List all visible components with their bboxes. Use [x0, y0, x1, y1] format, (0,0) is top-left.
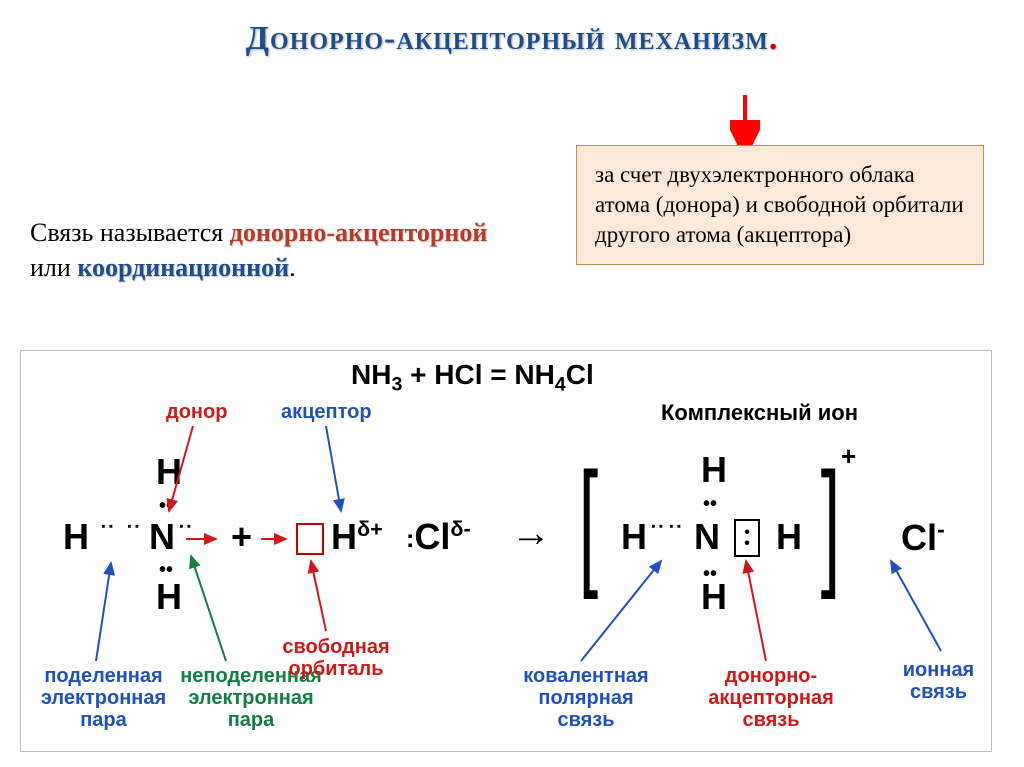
info-box: за счет двухэлектронного облака атома (д…: [576, 145, 984, 265]
label-ionic-bond: ионная связь: [891, 659, 986, 703]
title-text: Донорно-акцепторный механизм: [246, 20, 769, 57]
definition-text: Связь называется донорно-акцепторной или…: [30, 215, 530, 285]
def-prefix: Связь называется: [30, 218, 230, 247]
label-da-bond: донорно-акцепторная связь: [691, 665, 851, 731]
arrow-down-icon: [730, 95, 760, 150]
def-coord-term: координационной: [77, 253, 289, 282]
label-free-orbital: свободная орбиталь: [276, 636, 396, 680]
title-dot: .: [769, 20, 779, 57]
reaction-diagram: NH3 + HCl = NH4Cl донор акцептор Комплек…: [20, 350, 992, 752]
def-or: или: [30, 253, 77, 282]
info-box-text: за счет двухэлектронного облака атома (д…: [595, 162, 964, 247]
label-covalent-polar: ковалентная полярная связь: [511, 665, 661, 731]
page-title: Донорно-акцепторный механизм.: [0, 0, 1024, 58]
def-end: .: [289, 253, 296, 282]
def-da-term: донорно-акцепторной: [230, 218, 488, 247]
label-shared-pair: поделенная электронная пара: [31, 665, 176, 731]
